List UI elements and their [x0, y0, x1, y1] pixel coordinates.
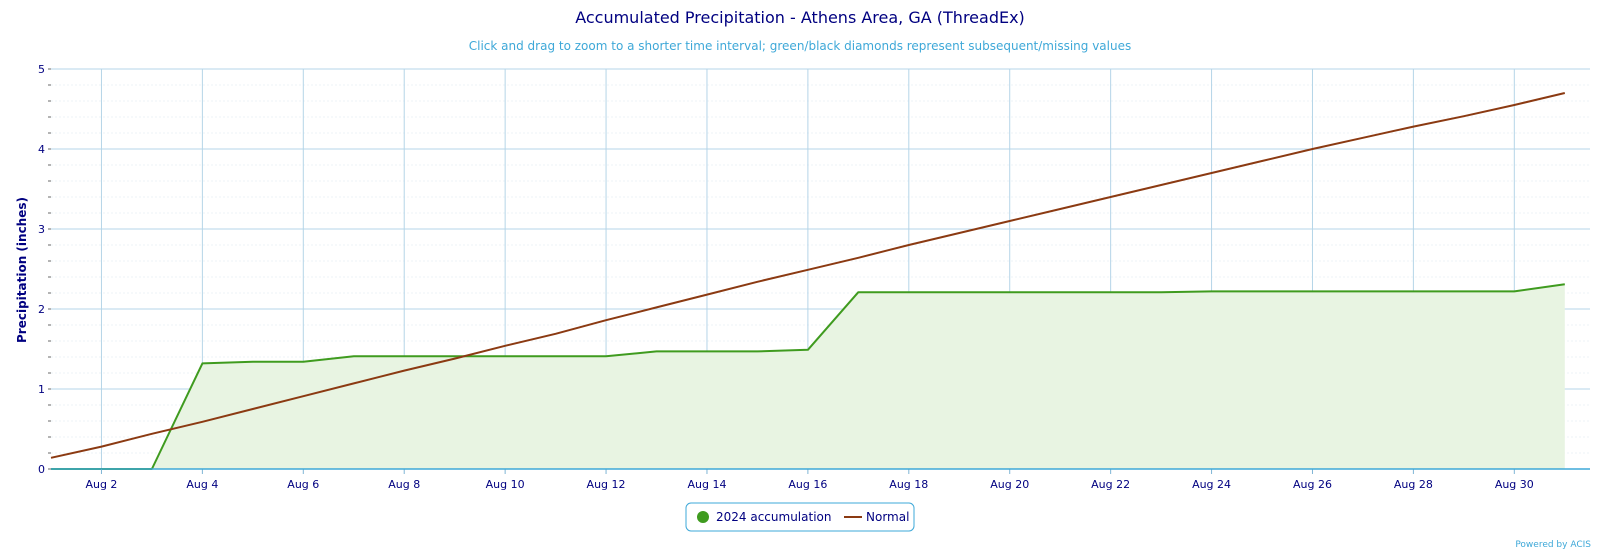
- series-line-normal: [50, 92, 1566, 459]
- x-tick-label: Aug 20: [990, 478, 1029, 491]
- y-axis-label: Precipitation (inches): [15, 197, 29, 343]
- x-tick-label: Aug 26: [1293, 478, 1332, 491]
- x-tick-label: Aug 16: [788, 478, 827, 491]
- series-line-2024-accumulation: [51, 283, 1565, 470]
- x-tick-label: Aug 12: [587, 478, 626, 491]
- x-tick-label: Aug 30: [1495, 478, 1534, 491]
- x-tick-label: Aug 6: [287, 478, 319, 491]
- legend-label-normal[interactable]: Normal: [866, 510, 909, 524]
- x-axis-ticks: Aug 2 Aug 4 Aug 6 Aug 8 Aug 10 Aug 12 Aug 14 Au…: [85, 478, 1533, 491]
- chart-title: Accumulated Precipitation - Athens Area,…: [575, 8, 1025, 27]
- x-tick-label: Aug 18: [889, 478, 928, 491]
- x-tick-label: Aug 4: [186, 478, 218, 491]
- series-area-2024-accumulation: [51, 284, 1565, 469]
- x-tick-label: Aug 14: [687, 478, 726, 491]
- y-tick-label: 1: [38, 383, 45, 396]
- x-tick-label: Aug 28: [1394, 478, 1433, 491]
- legend-marker-2024-accumulation[interactable]: [697, 511, 709, 523]
- x-tick-label: Aug 8: [388, 478, 420, 491]
- y-tick-label: 5: [38, 63, 45, 76]
- y-axis-ticks: 0 1 2 3 4 5: [38, 63, 45, 476]
- legend[interactable]: 2024 accumulation Normal: [685, 502, 915, 532]
- series-layer: [50, 92, 1566, 470]
- legend-label-2024-accumulation[interactable]: 2024 accumulation: [716, 510, 831, 524]
- x-tick-label: Aug 24: [1192, 478, 1231, 491]
- chart-subtitle: Click and drag to zoom to a shorter time…: [469, 39, 1131, 53]
- y-tick-label: 3: [38, 223, 45, 236]
- y-tick-label: 2: [38, 303, 45, 316]
- credit-text[interactable]: Powered by ACIS: [1515, 540, 1591, 550]
- y-tick-label: 4: [38, 143, 45, 156]
- x-tick-label: Aug 2: [85, 478, 117, 491]
- y-tick-label: 0: [38, 463, 45, 476]
- x-tick-label: Aug 22: [1091, 478, 1130, 491]
- legend-box: [685, 502, 915, 532]
- x-tick-label: Aug 10: [486, 478, 525, 491]
- axes: [51, 468, 1590, 474]
